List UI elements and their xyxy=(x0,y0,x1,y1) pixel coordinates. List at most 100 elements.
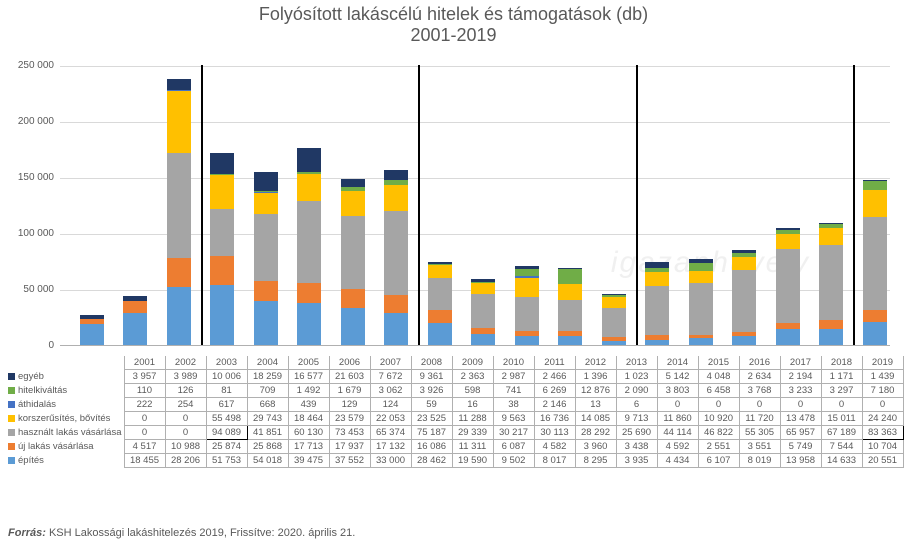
seg-korszerusites xyxy=(558,284,582,300)
table-cell: 65 374 xyxy=(370,426,411,440)
seg-hasznalt xyxy=(167,153,191,258)
legend-swatch xyxy=(8,373,15,380)
table-year-header: 2008 xyxy=(411,356,452,370)
table-cell: 29 339 xyxy=(452,426,493,440)
table-cell: 25 868 xyxy=(247,440,288,454)
table-cell: 10 704 xyxy=(862,440,903,454)
table-year-header: 2001 xyxy=(124,356,165,370)
table-cell: 16 xyxy=(452,398,493,412)
table-cell: 23 525 xyxy=(411,412,452,426)
table-cell: 3 957 xyxy=(124,370,165,384)
table-cell: 2 090 xyxy=(616,384,657,398)
seg-epites xyxy=(210,285,234,346)
table-cell: 81 xyxy=(206,384,247,398)
bar-2014 xyxy=(645,262,669,345)
seg-hasznalt xyxy=(863,217,887,310)
table-cell: 0 xyxy=(821,398,862,412)
table-cell: 0 xyxy=(124,412,165,426)
table-cell: 617 xyxy=(206,398,247,412)
data-table: 2001200220032004200520062007200820092010… xyxy=(8,356,904,468)
table-cell: 6 xyxy=(616,398,657,412)
legend-row-hitelkivaltas: hitelkiváltás xyxy=(8,384,124,398)
table-cell: 55 498 xyxy=(206,412,247,426)
table-cell: 25 690 xyxy=(616,426,657,440)
chart-area: igazanhuvely 050 000100 000150 000200 00… xyxy=(60,66,890,366)
table-cell: 28 292 xyxy=(575,426,616,440)
table-cell: 8 019 xyxy=(739,454,780,468)
legend-row-uj: új lakás vásárlása xyxy=(8,440,124,454)
table-year-header: 2004 xyxy=(247,356,288,370)
seg-korszerusites xyxy=(819,228,843,245)
legend-swatch xyxy=(8,401,15,408)
table-cell: 2 194 xyxy=(780,370,821,384)
seg-uj xyxy=(167,258,191,287)
table-year-header: 2012 xyxy=(575,356,616,370)
table-cell: 11 288 xyxy=(452,412,493,426)
seg-korszerusites xyxy=(776,234,800,249)
seg-epites xyxy=(515,336,539,345)
table-cell: 24 240 xyxy=(862,412,903,426)
table-corner xyxy=(8,356,124,370)
table-year-header: 2009 xyxy=(452,356,493,370)
table-cell: 7 180 xyxy=(862,384,903,398)
table-cell: 29 743 xyxy=(247,412,288,426)
table-cell: 4 582 xyxy=(534,440,575,454)
seg-epites xyxy=(384,313,408,345)
seg-hitelkivaltas xyxy=(515,269,539,276)
table-cell: 709 xyxy=(247,384,288,398)
legend-label: hitelkiváltás xyxy=(18,385,67,396)
bar-2006 xyxy=(297,148,321,345)
seg-korszerusites xyxy=(471,283,495,294)
table-year-header: 2005 xyxy=(288,356,329,370)
seg-korszerusites xyxy=(732,257,756,270)
table-cell: 3 960 xyxy=(575,440,616,454)
table-cell: 73 453 xyxy=(329,426,370,440)
table-year-header: 2003 xyxy=(206,356,247,370)
bar-2011 xyxy=(515,266,539,345)
bar-2016 xyxy=(732,250,756,345)
source-text: KSH Lakossági lakáshitelezés 2019, Friss… xyxy=(46,527,355,539)
seg-hasznalt xyxy=(689,283,713,335)
table-cell: 598 xyxy=(452,384,493,398)
legend-swatch xyxy=(8,415,15,422)
table-cell: 30 113 xyxy=(534,426,575,440)
table-year-header: 2002 xyxy=(165,356,206,370)
table-cell: 12 876 xyxy=(575,384,616,398)
source-label: Forrás: xyxy=(8,527,46,539)
table-cell: 9 502 xyxy=(493,454,534,468)
table-cell: 11 311 xyxy=(452,440,493,454)
table-year-header: 2010 xyxy=(493,356,534,370)
legend-label: korszerűsítés, bővítés xyxy=(18,413,110,424)
source-line: Forrás: KSH Lakossági lakáshitelezés 201… xyxy=(8,527,355,539)
table-cell: 10 006 xyxy=(206,370,247,384)
seg-hasznalt xyxy=(776,249,800,323)
table-year-header: 2017 xyxy=(780,356,821,370)
bar-2015 xyxy=(689,259,713,345)
legend-label: építés xyxy=(18,455,44,466)
seg-korszerusites xyxy=(515,278,539,297)
chart-title: Folyósított lakáscélú hitelek és támogat… xyxy=(0,4,907,25)
table-cell: 13 478 xyxy=(780,412,821,426)
seg-hasznalt xyxy=(732,270,756,332)
legend-swatch xyxy=(8,387,15,394)
table-cell: 3 297 xyxy=(821,384,862,398)
legend-swatch xyxy=(8,457,15,464)
bar-2002 xyxy=(123,296,147,345)
table-cell: 6 087 xyxy=(493,440,534,454)
table-cell: 3 803 xyxy=(657,384,698,398)
table-year-header: 2011 xyxy=(534,356,575,370)
table-cell: 3 768 xyxy=(739,384,780,398)
table-cell: 9 361 xyxy=(411,370,452,384)
table-cell: 1 023 xyxy=(616,370,657,384)
table-year-header: 2018 xyxy=(821,356,862,370)
table-cell: 10 920 xyxy=(698,412,739,426)
seg-hasznalt xyxy=(515,297,539,331)
table-cell: 16 736 xyxy=(534,412,575,426)
divider-line xyxy=(201,65,203,345)
table-cell: 59 xyxy=(411,398,452,412)
table-cell: 7 544 xyxy=(821,440,862,454)
table-cell: 3 233 xyxy=(780,384,821,398)
table-cell: 4 434 xyxy=(657,454,698,468)
table-cell: 21 603 xyxy=(329,370,370,384)
bar-2012 xyxy=(558,268,582,345)
